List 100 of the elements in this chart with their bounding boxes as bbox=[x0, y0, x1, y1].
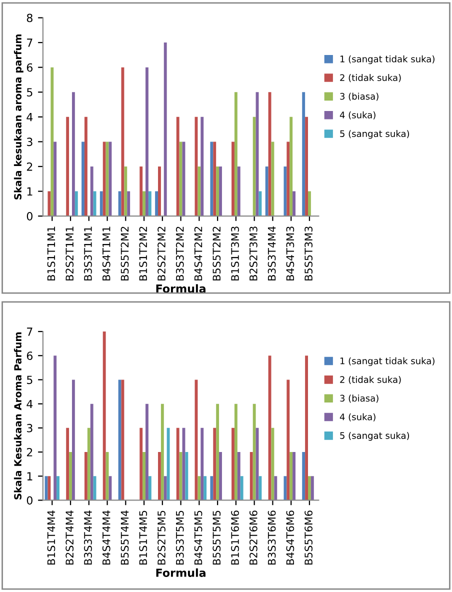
bar bbox=[232, 428, 234, 500]
x-tick-label: B1S1T1M1 bbox=[47, 226, 56, 280]
x-tick-label: B1S1T3M3 bbox=[231, 226, 239, 280]
x-tick-label: B3S3T5M5 bbox=[176, 510, 184, 565]
y-tick-label: 7 bbox=[27, 328, 32, 336]
y-tick-label: 0 bbox=[26, 212, 32, 220]
y-tick-label: 4 bbox=[26, 400, 33, 408]
x-tick-label: B2S2T2M2 bbox=[158, 226, 166, 280]
bar bbox=[127, 191, 130, 216]
x-tick-label: B4S4T1M1 bbox=[102, 226, 110, 280]
bar bbox=[87, 428, 90, 500]
bar bbox=[305, 356, 308, 500]
x-tick-label: B5S5T2M2 bbox=[212, 226, 221, 280]
bar bbox=[200, 428, 204, 500]
bar bbox=[142, 452, 146, 500]
x-axis-title: Formula bbox=[156, 568, 206, 577]
y-tick-label: 1 bbox=[27, 187, 32, 196]
bar bbox=[185, 452, 188, 500]
bar bbox=[213, 428, 216, 500]
x-tick-label: B3S3T4M4 bbox=[268, 226, 276, 280]
bar bbox=[210, 142, 214, 216]
bar bbox=[210, 476, 214, 500]
bar bbox=[155, 191, 158, 216]
bar bbox=[219, 452, 222, 500]
y-axis-title: Skala Kesukaan Aroma Parfum bbox=[14, 332, 22, 500]
legend-label: 2 (tidak suka) bbox=[340, 74, 401, 82]
x-tick-label: B2S2T3M3 bbox=[249, 226, 258, 280]
bar bbox=[286, 142, 290, 216]
bar bbox=[308, 476, 311, 500]
bar bbox=[108, 142, 112, 216]
x-tick-label: B5S5T3M3 bbox=[304, 226, 312, 280]
bar bbox=[250, 452, 253, 500]
y-tick-label: 5 bbox=[27, 376, 32, 384]
x-tick-label: B3S3T6M6 bbox=[268, 510, 276, 565]
bar bbox=[310, 476, 314, 500]
bar bbox=[72, 92, 75, 216]
bar bbox=[271, 142, 274, 216]
bar bbox=[56, 476, 60, 500]
bar bbox=[213, 142, 216, 216]
x-tick-label: B5S5T4M4 bbox=[120, 510, 129, 565]
y-tick-label: 1 bbox=[27, 472, 32, 480]
x-tick-label: B4S4T3M3 bbox=[286, 226, 294, 280]
x-tick-label: B2S2T4M4 bbox=[66, 510, 74, 565]
bar bbox=[108, 476, 112, 500]
bar bbox=[302, 92, 306, 216]
bar bbox=[48, 476, 51, 500]
bar bbox=[100, 191, 103, 216]
bar bbox=[148, 191, 152, 216]
bar bbox=[234, 92, 238, 216]
x-tick-label: B1S1T4M4 bbox=[47, 510, 56, 565]
bar bbox=[124, 166, 128, 216]
bar bbox=[290, 452, 293, 500]
bar bbox=[292, 191, 296, 216]
bar bbox=[234, 404, 238, 500]
bar bbox=[265, 166, 268, 216]
y-tick-label: 7 bbox=[27, 38, 32, 47]
bar bbox=[290, 116, 293, 216]
bar bbox=[82, 142, 84, 216]
bar bbox=[166, 428, 170, 500]
bar bbox=[258, 191, 262, 216]
x-tick-label: B3S3T2M2 bbox=[176, 226, 184, 280]
y-tick-label: 6 bbox=[26, 352, 33, 360]
legend-label: 1 (sangat tidak suka) bbox=[340, 357, 434, 366]
bar bbox=[102, 332, 106, 500]
bar bbox=[216, 404, 220, 500]
x-tick-label: B5S5T5M5 bbox=[212, 510, 221, 565]
bar bbox=[204, 476, 207, 500]
bar bbox=[160, 404, 164, 500]
bar bbox=[140, 428, 143, 500]
bar bbox=[146, 404, 148, 500]
bar bbox=[66, 428, 70, 500]
x-tick-label: B1S1T4M5 bbox=[139, 510, 148, 565]
legend-label: 4 (suka) bbox=[340, 413, 376, 422]
y-tick-label: 5 bbox=[27, 88, 32, 97]
y-tick-label: 6 bbox=[26, 63, 33, 72]
bar bbox=[286, 380, 290, 500]
bar bbox=[198, 166, 201, 216]
y-tick-label: 0 bbox=[26, 496, 32, 505]
bar bbox=[271, 428, 274, 500]
bar bbox=[302, 452, 306, 500]
x-tick-label: B4S4T4M4 bbox=[102, 510, 110, 565]
bar bbox=[176, 428, 180, 500]
bar bbox=[84, 116, 88, 216]
bar bbox=[258, 476, 262, 500]
bar bbox=[121, 380, 124, 500]
x-tick-label: B4S4T2M2 bbox=[194, 226, 202, 280]
bar bbox=[74, 191, 78, 216]
bar bbox=[148, 476, 152, 500]
bar bbox=[232, 142, 234, 216]
bar bbox=[252, 116, 256, 216]
y-tick-label: 3 bbox=[26, 424, 32, 432]
bar bbox=[158, 452, 161, 500]
legend-label: 2 (tidak suka) bbox=[340, 376, 401, 384]
x-tick-label: B1S1T6M6 bbox=[231, 510, 239, 565]
y-tick-label: 8 bbox=[26, 14, 32, 22]
bar bbox=[252, 404, 256, 500]
x-axis-title: Formula bbox=[156, 284, 206, 293]
bar bbox=[284, 166, 287, 216]
bar bbox=[66, 116, 70, 216]
bar bbox=[54, 356, 57, 500]
